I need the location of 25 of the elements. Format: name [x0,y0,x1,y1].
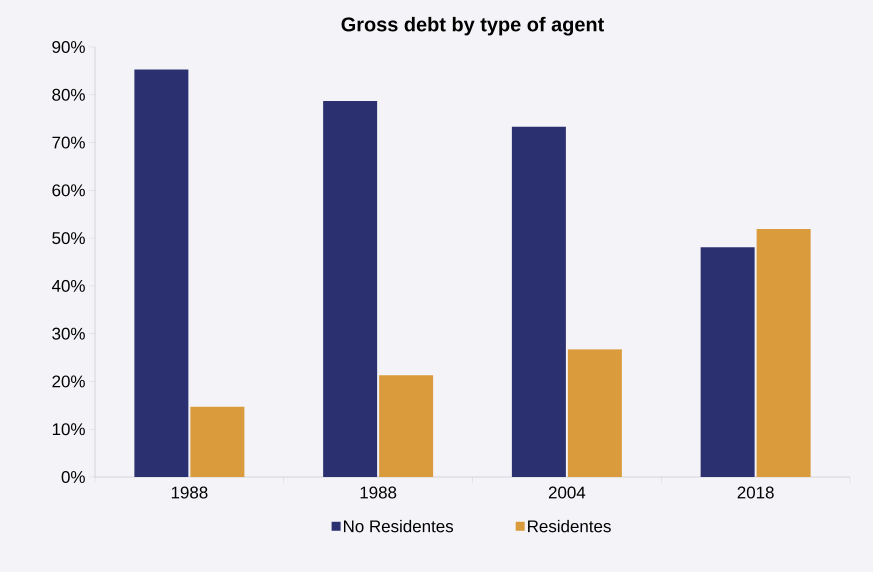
x-tick-label: 1988 [360,486,396,499]
y-tick-label: 10% [52,423,85,436]
bar [134,69,188,477]
legend-label: No Residentes [344,520,454,532]
legend-label: Residentes [528,520,611,532]
y-tick-label: 20% [52,375,85,388]
x-tick-label: 1988 [172,486,208,499]
y-tick-label: 50% [52,232,85,244]
x-tick-label: 2004 [548,486,586,499]
y-tick-label: 70% [52,136,85,149]
bar [568,349,622,477]
y-tick-label: 30% [52,328,85,340]
bar [700,247,755,477]
bar [379,375,434,477]
bar [190,406,244,477]
bar [323,100,378,477]
y-tick-label: 90% [52,41,85,53]
y-tick-label: 0% [62,471,85,483]
y-tick-label: 60% [52,184,85,196]
bar [756,229,811,477]
y-tick-label: 40% [52,280,85,292]
y-tick-label: 80% [52,88,85,101]
chart-title: Gross debt by type of agent [342,16,604,36]
bar [512,126,566,477]
x-tick-label: 2018 [738,486,774,499]
